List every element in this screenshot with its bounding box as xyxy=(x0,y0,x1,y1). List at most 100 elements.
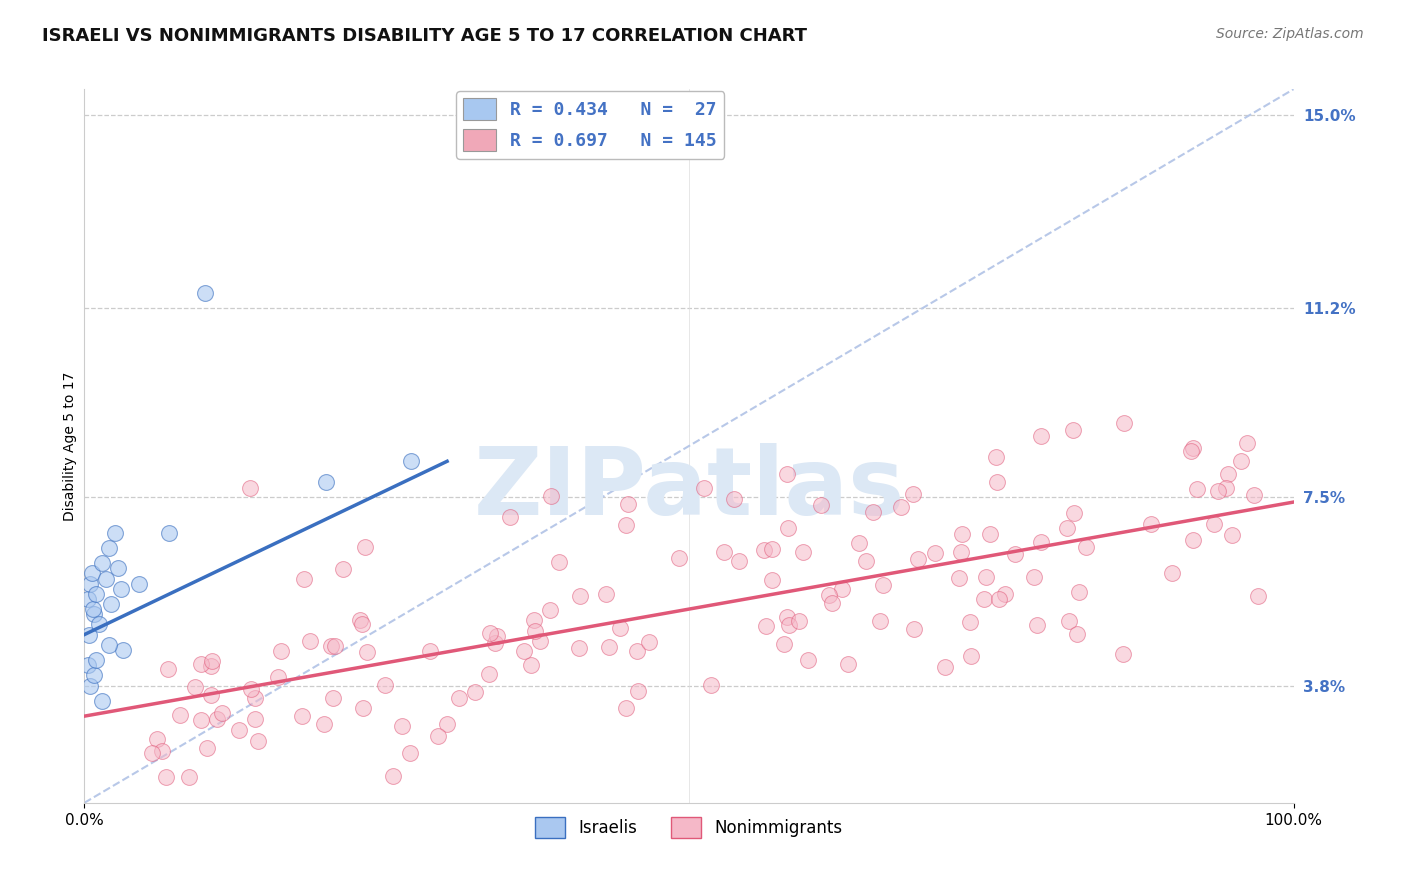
Point xyxy=(855,554,877,568)
Point xyxy=(200,659,222,673)
Point xyxy=(1202,516,1225,531)
Point xyxy=(1160,566,1182,581)
Point xyxy=(1114,416,1136,430)
Point xyxy=(391,719,413,733)
Point xyxy=(245,712,267,726)
Point xyxy=(321,639,343,653)
Point xyxy=(315,475,337,489)
Point xyxy=(97,541,120,555)
Point xyxy=(810,498,832,512)
Point xyxy=(80,566,103,581)
Point xyxy=(194,286,217,301)
Point xyxy=(986,475,1008,490)
Point xyxy=(984,450,1007,465)
Point xyxy=(994,587,1017,601)
Point xyxy=(83,668,105,682)
Point xyxy=(787,614,810,628)
Point xyxy=(107,561,129,575)
Point xyxy=(529,634,551,648)
Point xyxy=(79,576,101,591)
Point xyxy=(352,700,374,714)
Point xyxy=(322,691,344,706)
Point xyxy=(374,678,396,692)
Point xyxy=(1063,506,1085,520)
Point xyxy=(626,644,648,658)
Point xyxy=(523,624,546,638)
Text: ISRAELI VS NONIMMIGRANTS DISABILITY AGE 5 TO 17 CORRELATION CHART: ISRAELI VS NONIMMIGRANTS DISABILITY AGE … xyxy=(42,27,807,45)
Point xyxy=(523,613,546,627)
Point xyxy=(91,556,114,570)
Point xyxy=(761,573,783,587)
Text: ZIPatlas: ZIPatlas xyxy=(474,442,904,535)
Point xyxy=(169,708,191,723)
Point xyxy=(349,613,371,627)
Point xyxy=(485,629,508,643)
Point xyxy=(772,637,794,651)
Point xyxy=(1004,547,1026,561)
Point xyxy=(568,641,591,656)
Point xyxy=(128,576,150,591)
Point xyxy=(818,589,841,603)
Point xyxy=(1029,429,1052,443)
Point xyxy=(723,491,745,506)
Point xyxy=(239,682,262,697)
Point xyxy=(112,643,135,657)
Point xyxy=(776,467,799,481)
Legend: Israelis, Nonimmigrants: Israelis, Nonimmigrants xyxy=(529,811,849,845)
Point xyxy=(91,694,114,708)
Point xyxy=(988,592,1011,607)
Point xyxy=(356,645,378,659)
Point xyxy=(155,770,177,784)
Point xyxy=(948,571,970,585)
Point xyxy=(950,545,973,559)
Point xyxy=(1022,570,1045,584)
Point xyxy=(267,670,290,684)
Point xyxy=(478,667,501,681)
Point xyxy=(211,706,233,720)
Point xyxy=(755,619,778,633)
Point xyxy=(382,769,405,783)
Point xyxy=(637,635,659,649)
Point xyxy=(924,546,946,560)
Point xyxy=(1029,535,1052,549)
Point xyxy=(598,640,620,654)
Point xyxy=(77,658,100,673)
Point xyxy=(146,731,169,746)
Point xyxy=(1066,627,1088,641)
Point xyxy=(1236,436,1258,450)
Point xyxy=(195,740,218,755)
Point xyxy=(950,526,973,541)
Point xyxy=(831,582,853,596)
Point xyxy=(323,640,346,654)
Point xyxy=(903,622,925,636)
Point xyxy=(177,770,200,784)
Point xyxy=(87,617,110,632)
Point xyxy=(94,572,117,586)
Point xyxy=(498,510,520,524)
Point xyxy=(1062,424,1084,438)
Point xyxy=(540,489,562,503)
Point xyxy=(727,554,749,568)
Point xyxy=(776,521,799,535)
Point xyxy=(1180,443,1202,458)
Point xyxy=(427,729,450,743)
Point xyxy=(752,542,775,557)
Point xyxy=(1206,483,1229,498)
Point xyxy=(1215,481,1237,495)
Point xyxy=(447,690,470,705)
Point xyxy=(436,717,458,731)
Point xyxy=(184,680,207,694)
Point xyxy=(150,744,173,758)
Point xyxy=(907,552,929,566)
Point xyxy=(973,591,995,606)
Point xyxy=(547,555,569,569)
Point xyxy=(1216,467,1239,481)
Point xyxy=(478,626,501,640)
Point xyxy=(797,653,820,667)
Point xyxy=(700,678,723,692)
Point xyxy=(157,525,180,540)
Point xyxy=(86,653,108,667)
Point xyxy=(1074,540,1097,554)
Point xyxy=(77,627,100,641)
Point xyxy=(761,541,783,556)
